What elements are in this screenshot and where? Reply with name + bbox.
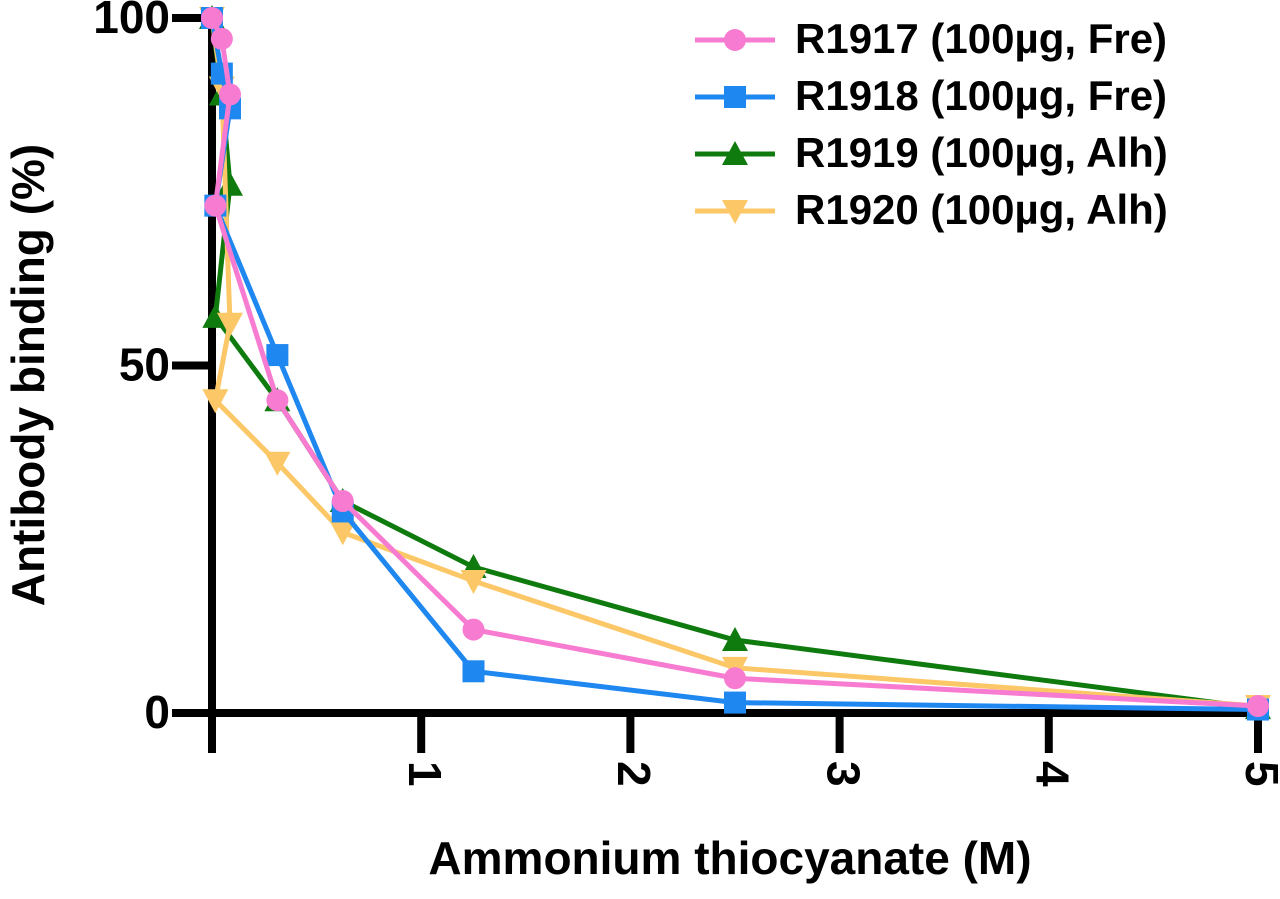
marker <box>331 490 354 513</box>
marker <box>460 569 487 594</box>
x-tick-label: 4 <box>1027 761 1079 787</box>
marker <box>202 303 229 328</box>
x-tick-label: 5 <box>1236 761 1280 787</box>
marker <box>210 27 233 50</box>
marker <box>204 194 227 217</box>
marker <box>201 7 223 29</box>
series-line <box>209 17 1259 709</box>
series-line <box>209 17 1259 713</box>
marker <box>724 667 746 690</box>
y-tick-label: 0 <box>144 686 170 738</box>
y-tick-label: 50 <box>119 339 170 391</box>
x-axis-label: Ammonium thiocyanate (M) <box>428 832 1031 884</box>
legend-label: R1918 (100µg, Fre) <box>795 72 1167 119</box>
marker <box>722 200 748 224</box>
legend-label: R1919 (100µg, Alh) <box>795 129 1168 176</box>
y-tick-label: 100 <box>93 0 170 43</box>
marker <box>218 83 241 106</box>
marker <box>266 389 289 412</box>
marker <box>329 521 356 546</box>
series-line <box>209 17 1259 711</box>
x-tick-label: 3 <box>817 761 869 787</box>
marker <box>462 660 485 683</box>
series-line <box>209 16 1259 709</box>
marker <box>216 312 243 337</box>
y-axis-label: Antibody binding (%) <box>2 144 54 606</box>
marker <box>724 691 746 714</box>
marker <box>1247 695 1269 718</box>
marker <box>266 344 289 367</box>
legend-label: R1920 (100µg, Alh) <box>795 186 1168 233</box>
marker <box>462 618 485 641</box>
legend-label: R1917 (100µg, Fre) <box>795 15 1167 62</box>
marker <box>202 389 229 414</box>
marker <box>724 86 746 108</box>
x-tick-label: 1 <box>399 761 451 787</box>
marker <box>724 29 746 51</box>
marker <box>722 627 748 652</box>
x-tick-label: 2 <box>608 761 660 787</box>
marker <box>264 451 291 476</box>
marker <box>722 141 748 165</box>
